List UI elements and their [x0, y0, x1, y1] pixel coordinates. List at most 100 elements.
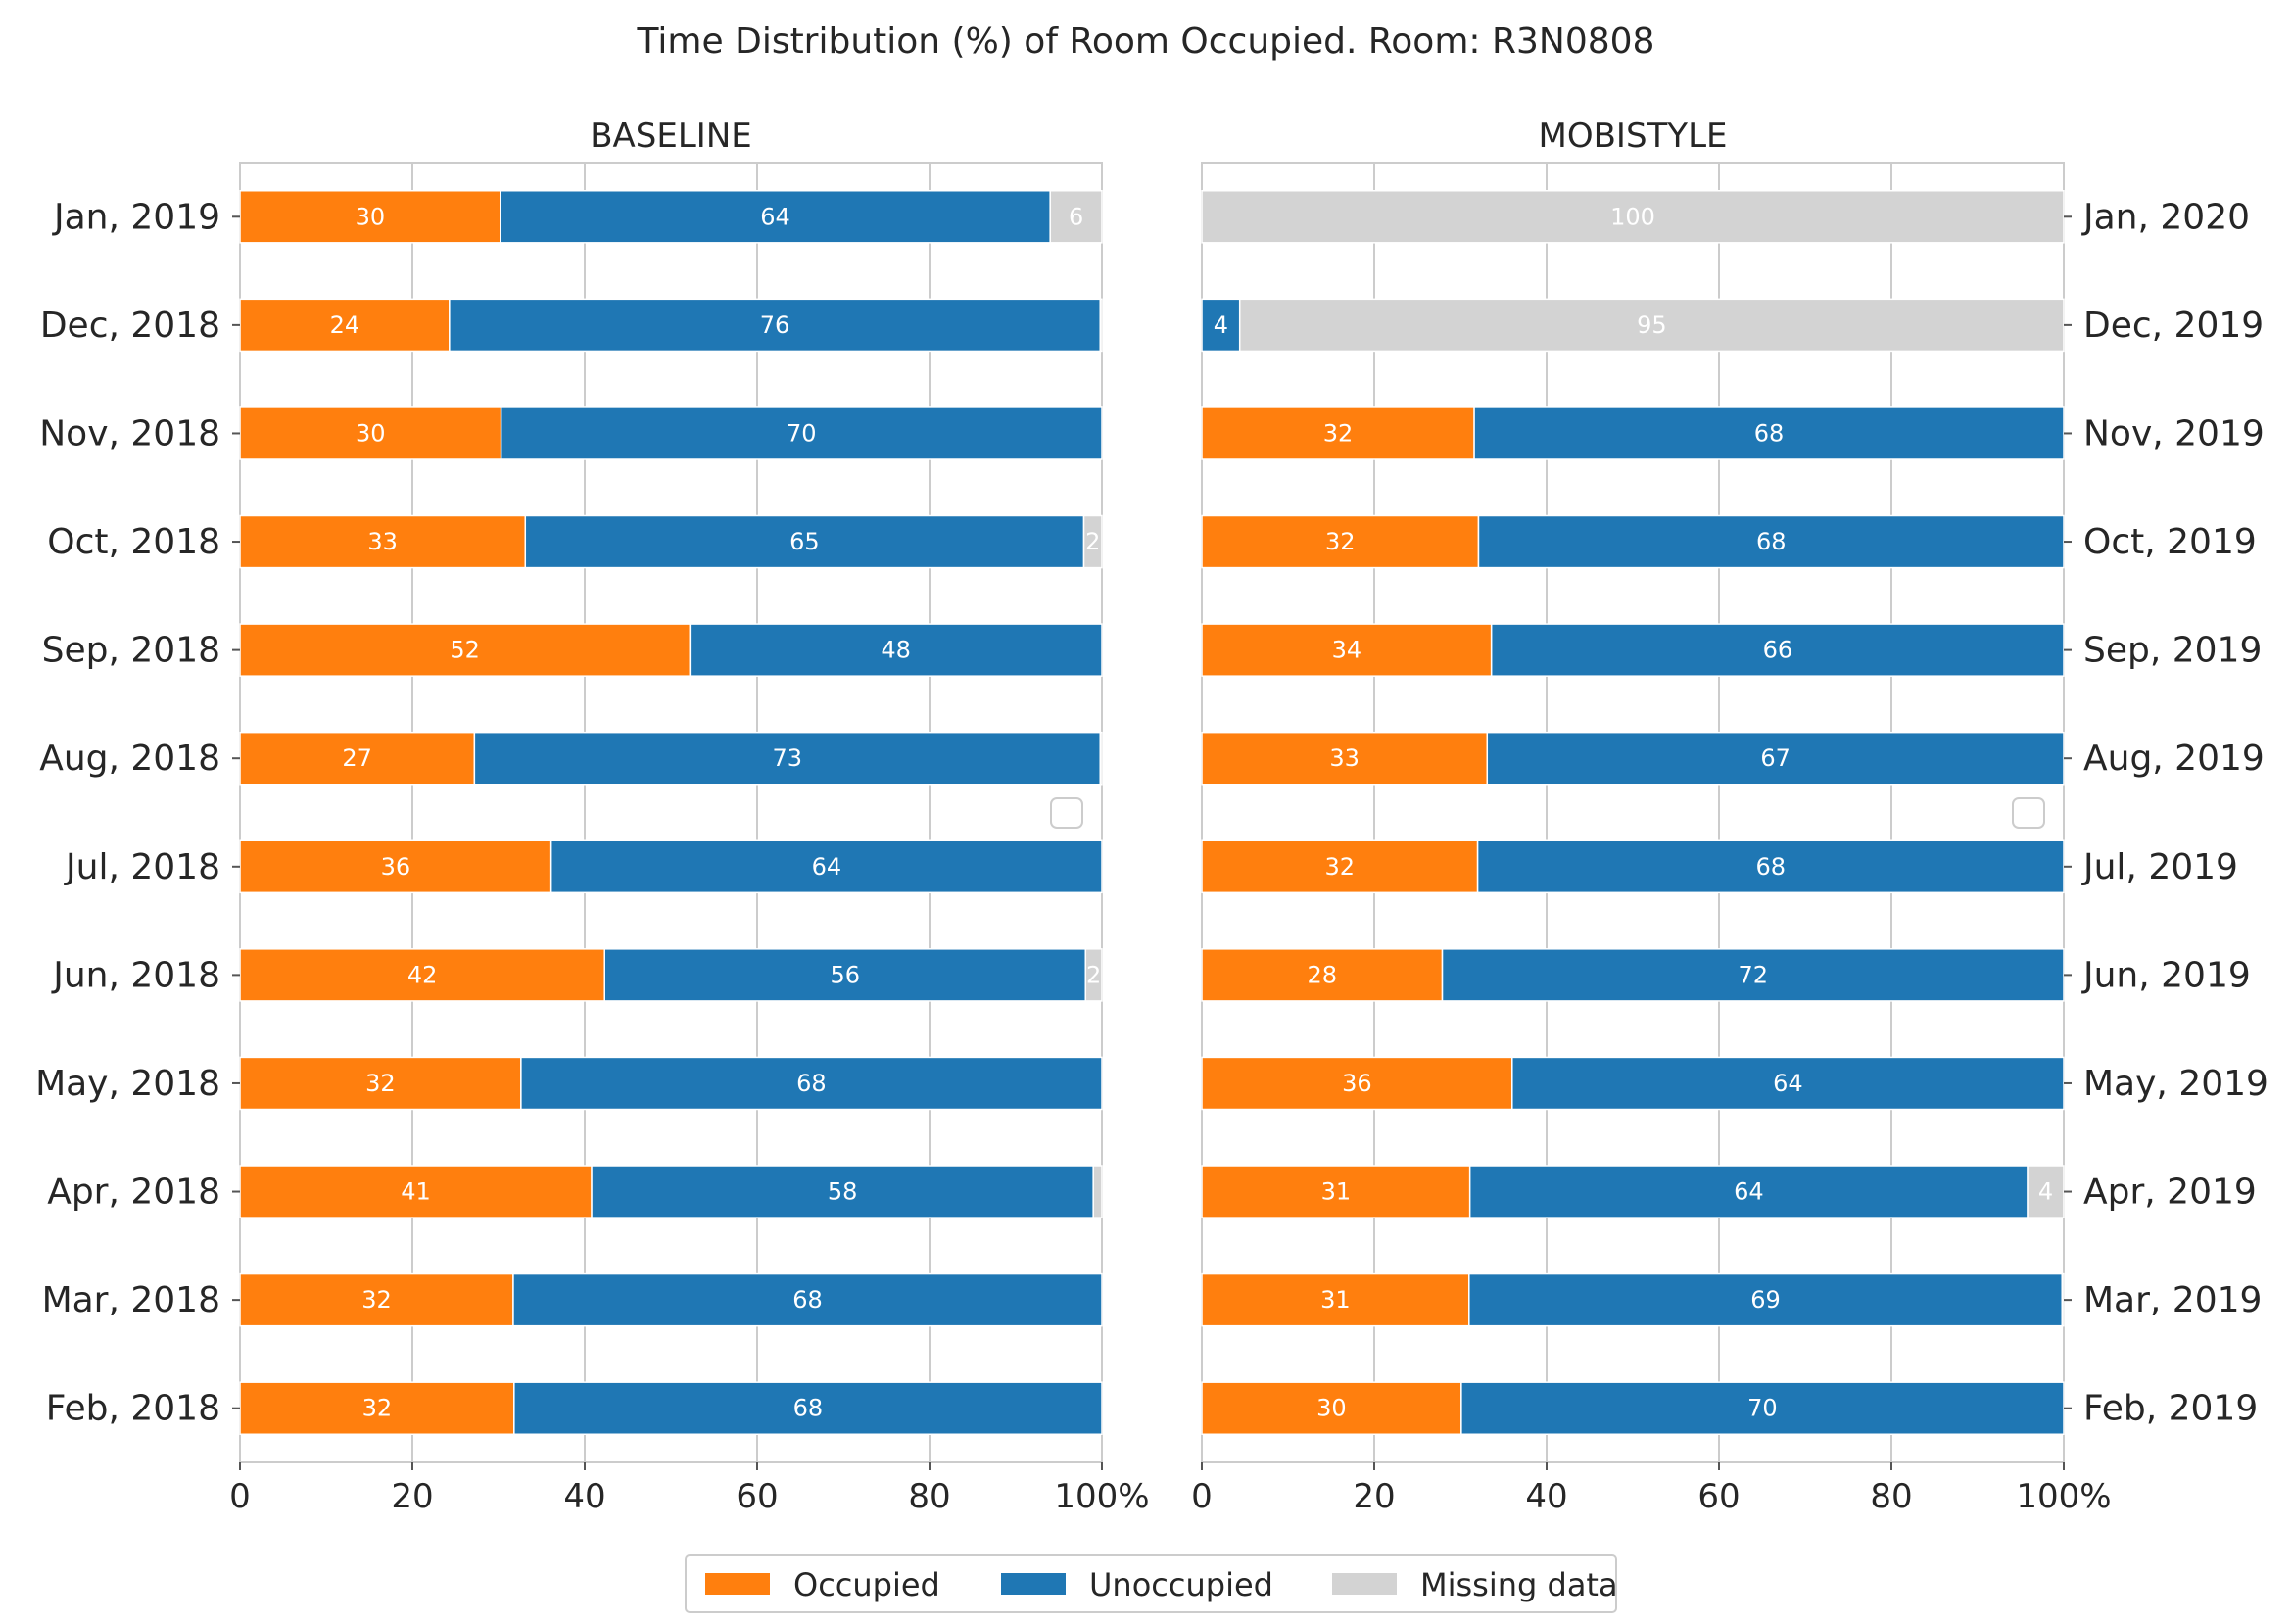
data-label: 72: [1738, 961, 1768, 988]
data-label: 27: [342, 744, 372, 772]
data-label: 32: [1323, 419, 1354, 447]
legend-label: Occupied: [793, 1566, 940, 1603]
data-label: 68: [1754, 419, 1785, 447]
data-label: 68: [792, 1286, 823, 1314]
bar-occupied: [1201, 731, 1489, 786]
y-tick-label: May, 2019: [2083, 1064, 2268, 1104]
data-label: 95: [1637, 311, 1667, 339]
figure-title: Time Distribution (%) of Room Occupied. …: [637, 22, 1655, 62]
data-label: 64: [760, 203, 790, 230]
bar-occupied: [1201, 514, 1480, 569]
data-label: 52: [450, 637, 480, 664]
bar-unoccupied: [513, 1381, 1103, 1435]
y-tick-label: Apr, 2019: [2083, 1172, 2257, 1213]
data-label: 33: [367, 528, 398, 555]
x-tick-label: 100%: [2016, 1477, 2111, 1516]
y-tick-label: Jan, 2019: [52, 197, 220, 237]
x-tick-label: 40: [1525, 1477, 1567, 1516]
bar-unoccupied: [603, 948, 1087, 1002]
data-label: 41: [401, 1178, 431, 1206]
bar-unoccupied: [520, 1056, 1103, 1111]
data-label: 28: [1307, 961, 1337, 988]
y-tick-label: Oct, 2018: [47, 522, 220, 562]
bar-missing-data: [1238, 298, 2065, 353]
x-tick-label: 20: [1353, 1477, 1395, 1516]
data-label: 2: [1086, 961, 1101, 988]
panel-title: BASELINE: [590, 117, 752, 156]
legend-label: Missing data: [1420, 1566, 1618, 1603]
bar-occupied: [239, 406, 502, 460]
data-label: 56: [830, 961, 860, 988]
bar-occupied: [239, 948, 605, 1002]
bar-occupied: [239, 839, 552, 894]
panel-baseline: 0 20 40 60 80 100% BASELINE 30 64 6 Jan, 2019 24 76 D…: [35, 117, 1150, 1516]
data-label: 6: [1069, 203, 1083, 230]
bar-unoccupied: [1490, 623, 2065, 677]
y-tick-label: Sep, 2019: [2083, 631, 2262, 671]
data-label: 64: [812, 853, 842, 881]
data-label: 67: [1760, 744, 1791, 772]
y-tick-label: Mar, 2018: [42, 1280, 220, 1320]
empty-legend-box: [2012, 797, 2045, 829]
data-label: 68: [1756, 528, 1787, 555]
y-tick-label: Sep, 2018: [42, 631, 220, 671]
y-tick-label: Oct, 2019: [2083, 522, 2257, 562]
bar-missing-data: [1201, 190, 2065, 244]
y-tick-label: Feb, 2019: [2083, 1389, 2258, 1429]
legend-swatch: [705, 1573, 770, 1595]
bar-unoccupied: [1486, 731, 2065, 786]
data-label: 32: [362, 1395, 393, 1422]
x-tick-label: 20: [391, 1477, 433, 1516]
y-tick-label: Aug, 2019: [2083, 739, 2265, 779]
x-tick-label: 40: [563, 1477, 605, 1516]
bar-occupied: [239, 298, 451, 353]
empty-legend-box: [1050, 797, 1083, 829]
bar-occupied: [1201, 1272, 1470, 1327]
bar-unoccupied: [449, 298, 1101, 353]
y-tick-label: Jun, 2019: [2081, 955, 2251, 995]
x-tick-label: 80: [908, 1477, 950, 1516]
data-label: 65: [789, 528, 820, 555]
y-tick-label: Nov, 2019: [2083, 413, 2265, 454]
data-label: 24: [330, 311, 360, 339]
data-label: 68: [796, 1070, 827, 1097]
data-label: 48: [881, 637, 911, 664]
data-label: 70: [787, 419, 817, 447]
bar-unoccupied: [500, 190, 1051, 244]
data-label: 32: [1325, 853, 1356, 881]
y-tick-label: Apr, 2018: [47, 1172, 220, 1213]
data-label: 68: [793, 1395, 824, 1422]
legend-swatch: [1332, 1573, 1397, 1595]
panel-title: MOBISTYLE: [1539, 117, 1728, 156]
bar-occupied: [239, 1381, 515, 1435]
panel-mobistyle: 0 20 40 60 80 100% MOBISTYLE 100 Jan, 2020 4 95 Dec…: [1191, 117, 2268, 1516]
bar-occupied: [239, 1056, 522, 1111]
data-label: 69: [1750, 1286, 1781, 1314]
data-label: 31: [1321, 1178, 1352, 1206]
bar-missing-data: [1099, 298, 1103, 353]
y-tick-label: Aug, 2018: [39, 739, 220, 779]
bar-missing-data: [2027, 1165, 2065, 1218]
y-tick-label: Dec, 2018: [40, 306, 220, 346]
data-label: 76: [760, 311, 790, 339]
data-label: 30: [356, 203, 386, 230]
x-tick-label: 0: [1191, 1477, 1213, 1516]
bar-missing-data: [1082, 514, 1103, 569]
bar-unoccupied: [1201, 298, 1241, 353]
y-tick-label: Nov, 2018: [39, 413, 220, 454]
data-label: 36: [381, 853, 411, 881]
data-label: 4: [1214, 311, 1228, 339]
bar-unoccupied: [500, 406, 1103, 460]
bar-unoccupied: [1468, 1165, 2029, 1218]
bar-occupied: [239, 731, 476, 786]
bar-unoccupied: [473, 731, 1101, 786]
data-label: 42: [407, 961, 438, 988]
data-label: 66: [1763, 637, 1793, 664]
y-tick-label: Feb, 2018: [46, 1389, 220, 1429]
bar-unoccupied: [1468, 1272, 2063, 1327]
bar-occupied: [1201, 1056, 1513, 1111]
x-tick-label: 100%: [1054, 1477, 1149, 1516]
bar-unoccupied: [1476, 839, 2065, 894]
data-label: 68: [1756, 853, 1787, 881]
y-tick-label: Jul, 2018: [64, 847, 220, 887]
